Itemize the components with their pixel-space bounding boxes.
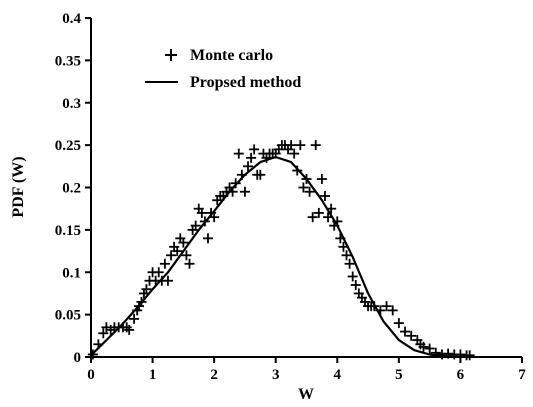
monte-carlo-point	[98, 328, 109, 339]
monte-carlo-point	[289, 148, 300, 159]
monte-carlo-point	[298, 182, 309, 193]
series-line-proposed-method	[90, 155, 473, 359]
monte-carlo-point	[172, 246, 183, 257]
x-tick-label: 3	[272, 367, 280, 383]
monte-carlo-point	[338, 241, 349, 252]
x-tick-label: 4	[334, 367, 342, 383]
monte-carlo-point	[387, 305, 398, 316]
monte-carlo-point	[202, 233, 213, 244]
monte-carlo-point	[246, 152, 257, 163]
monte-carlo-point	[424, 343, 435, 354]
monte-carlo-point	[129, 313, 140, 324]
monte-carlo-point	[230, 178, 241, 189]
monte-carlo-point	[332, 216, 343, 227]
y-tick-label: 0	[74, 350, 82, 366]
monte-carlo-point	[124, 324, 135, 335]
monte-carlo-point	[178, 237, 189, 248]
monte-carlo-point	[393, 318, 404, 329]
legend: Monte carlo Propsed method	[145, 47, 301, 91]
monte-carlo-point	[153, 267, 164, 278]
legend-label-monte-carlo: Monte carlo	[190, 47, 273, 64]
monte-carlo-point	[227, 186, 238, 197]
monte-carlo-point	[239, 186, 250, 197]
legend-marker-monte-carlo	[165, 49, 177, 61]
monte-carlo-point	[464, 350, 475, 361]
y-tick-label: 0.1	[62, 265, 81, 281]
y-tick-label: 0.15	[55, 223, 81, 239]
monte-carlo-point	[304, 186, 315, 197]
monte-carlo-point	[196, 207, 207, 218]
monte-carlo-point	[249, 144, 260, 155]
x-tick-label: 6	[457, 367, 465, 383]
monte-carlo-point	[301, 174, 312, 185]
monte-carlo-point	[381, 301, 392, 312]
monte-carlo-point	[400, 326, 411, 337]
monte-carlo-point	[335, 233, 346, 244]
monte-carlo-point	[162, 275, 173, 286]
y-tick-label: 0.2	[62, 181, 81, 197]
y-tick-label: 0.05	[55, 308, 81, 324]
y-tick-label: 0.3	[62, 96, 81, 112]
monte-carlo-point	[166, 250, 177, 261]
monte-carlo-point	[141, 284, 152, 295]
monte-carlo-point	[209, 212, 220, 223]
x-axis-ticks: 0 1 2 3 4 5 6 7	[87, 357, 526, 383]
monte-carlo-point	[199, 216, 210, 227]
x-tick-label: 7	[518, 367, 526, 383]
monte-carlo-point	[344, 258, 355, 269]
monte-carlo-point	[190, 220, 201, 231]
y-tick-label: 0.4	[62, 11, 81, 27]
monte-carlo-point	[159, 258, 170, 269]
monte-carlo-point	[319, 190, 330, 201]
monte-carlo-point	[136, 296, 147, 307]
monte-carlo-point	[181, 250, 192, 261]
y-tick-label: 0.35	[55, 53, 81, 69]
monte-carlo-point	[286, 140, 297, 151]
monte-carlo-point	[375, 305, 386, 316]
x-axis-label: W	[298, 386, 314, 403]
monte-carlo-point	[341, 250, 352, 261]
monte-carlo-point	[132, 305, 143, 316]
monte-carlo-point	[316, 174, 327, 185]
monte-carlo-point	[326, 203, 337, 214]
monte-carlo-point	[236, 169, 247, 180]
monte-carlo-point	[369, 301, 380, 312]
monte-carlo-point	[350, 279, 361, 290]
monte-carlo-point	[295, 140, 306, 151]
monte-carlo-point	[307, 212, 318, 223]
monte-carlo-point	[313, 207, 324, 218]
monte-carlo-point	[292, 165, 303, 176]
monte-carlo-point	[323, 212, 334, 223]
monte-carlo-point	[310, 140, 321, 151]
monte-carlo-point	[406, 330, 417, 341]
x-tick-label: 1	[149, 367, 157, 383]
y-tick-label: 0.25	[55, 138, 81, 154]
x-tick-label: 5	[395, 367, 403, 383]
y-axis-ticks: 0 0.05 0.1 0.15 0.2 0.25 0.3 0.35 0.4	[55, 11, 91, 366]
monte-carlo-point	[255, 169, 266, 180]
y-axis-label: PDF (W)	[10, 156, 27, 217]
x-tick-label: 0	[87, 367, 95, 383]
monte-carlo-point	[347, 271, 358, 282]
monte-carlo-point	[418, 341, 429, 352]
monte-carlo-point	[233, 148, 244, 159]
monte-carlo-point	[243, 161, 254, 172]
monte-carlo-point	[93, 339, 104, 350]
plot-area	[87, 140, 475, 361]
x-tick-label: 2	[210, 367, 218, 383]
legend-label-proposed-method: Propsed method	[190, 74, 301, 91]
monte-carlo-point	[184, 258, 195, 269]
